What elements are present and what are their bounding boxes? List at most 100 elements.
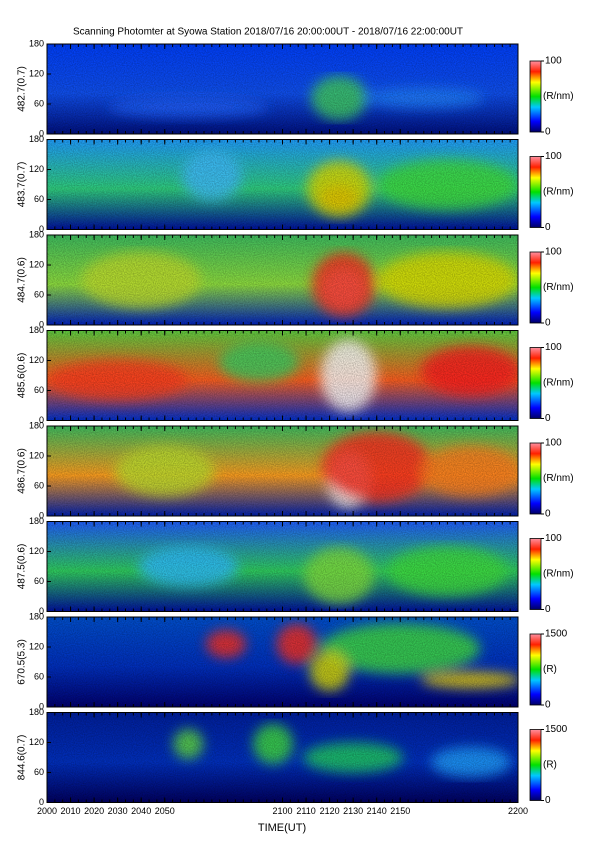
y-tick-label: 120 bbox=[29, 68, 44, 78]
colorbar-label: (R/nm) bbox=[543, 473, 574, 484]
y-tick-label: 60 bbox=[34, 671, 44, 681]
y-axis-label: 486.7(0.6) bbox=[17, 448, 28, 494]
keogram bbox=[47, 521, 518, 612]
x-tick-label: 2000 bbox=[37, 806, 57, 816]
y-tick-label: 180 bbox=[29, 38, 44, 48]
title: Scanning Photomter at Syowa Station 2018… bbox=[73, 27, 463, 38]
noise bbox=[47, 330, 518, 421]
keogram bbox=[47, 44, 518, 134]
y-axis-label: 482.7(0.7) bbox=[17, 66, 28, 112]
colorbar bbox=[529, 60, 542, 133]
y-axis-label: 485.6(0.6) bbox=[17, 353, 28, 399]
y-tick-label: 120 bbox=[29, 641, 44, 651]
y-axis-label: 487.5(0.6) bbox=[17, 544, 28, 590]
y-tick-label: 60 bbox=[34, 480, 44, 490]
y-tick-label: 180 bbox=[29, 229, 44, 239]
noise bbox=[47, 426, 518, 516]
noise bbox=[47, 521, 518, 612]
keogram bbox=[47, 235, 518, 325]
colorbar bbox=[529, 633, 542, 706]
y-tick-label: 120 bbox=[29, 355, 44, 365]
colorbar-tick-label: 0 bbox=[545, 795, 551, 806]
colorbar-tick-label: 0 bbox=[545, 604, 551, 615]
y-tick-label: 0 bbox=[39, 606, 44, 616]
colorbar-label: (R/nm) bbox=[543, 378, 574, 389]
y-tick-label: 120 bbox=[29, 164, 44, 174]
colorbar-tick-label: 0 bbox=[545, 413, 551, 424]
y-tick-label: 180 bbox=[29, 516, 44, 526]
y-axis-label: 670.5(5.3) bbox=[17, 639, 28, 685]
colorbar bbox=[529, 442, 542, 515]
y-axis-label: 483.7(0.7) bbox=[17, 162, 28, 208]
y-axis-label: 484.7(0.6) bbox=[17, 257, 28, 303]
keogram bbox=[47, 330, 518, 421]
colorbar-tick-label: 0 bbox=[545, 318, 551, 329]
keogram bbox=[47, 426, 518, 516]
y-tick-label: 60 bbox=[34, 289, 44, 299]
colorbar-tick-label: 0 bbox=[545, 222, 551, 233]
y-tick-label: 180 bbox=[29, 707, 44, 717]
colorbar-label: (R/nm) bbox=[543, 282, 574, 293]
colorbar-label: (R) bbox=[543, 760, 557, 771]
noise bbox=[47, 712, 518, 803]
y-tick-label: 60 bbox=[34, 98, 44, 108]
y-tick-label: 60 bbox=[34, 767, 44, 777]
keogram bbox=[47, 139, 518, 230]
colorbar-tick-label: 100 bbox=[545, 342, 562, 353]
noise bbox=[47, 235, 518, 325]
colorbar-tick-label: 0 bbox=[545, 127, 551, 138]
y-tick-label: 60 bbox=[34, 194, 44, 204]
x-tick-label: 2100 bbox=[272, 806, 292, 816]
y-tick-label: 0 bbox=[39, 128, 44, 138]
colorbar bbox=[529, 729, 542, 801]
colorbar-tick-label: 1500 bbox=[545, 629, 568, 640]
keogram bbox=[47, 617, 518, 707]
colorbar-label: (R/nm) bbox=[543, 187, 574, 198]
colorbar bbox=[529, 347, 542, 419]
y-tick-label: 120 bbox=[29, 546, 44, 556]
x-tick-label: 2050 bbox=[155, 806, 175, 816]
x-tick-label: 2150 bbox=[390, 806, 410, 816]
colorbar-tick-label: 1500 bbox=[545, 724, 568, 735]
colorbar-tick-label: 0 bbox=[545, 700, 551, 711]
x-tick-label: 2110 bbox=[296, 806, 315, 816]
colorbar-label: (R/nm) bbox=[543, 569, 574, 580]
x-tick-label: 2020 bbox=[84, 806, 104, 816]
x-tick-label: 2120 bbox=[320, 806, 340, 816]
colorbar-tick-label: 100 bbox=[545, 247, 562, 258]
colorbar bbox=[529, 156, 542, 228]
x-tick-label: 2040 bbox=[131, 806, 151, 816]
colorbar-label: (R/nm) bbox=[543, 91, 574, 102]
y-tick-label: 180 bbox=[29, 325, 44, 335]
y-tick-label: 180 bbox=[29, 611, 44, 621]
y-tick-label: 0 bbox=[39, 797, 44, 807]
colorbar-tick-label: 100 bbox=[545, 56, 562, 67]
y-tick-label: 180 bbox=[29, 420, 44, 430]
noise bbox=[47, 44, 518, 134]
colorbar-tick-label: 100 bbox=[545, 438, 562, 449]
colorbar-label: (R) bbox=[543, 664, 557, 675]
y-tick-label: 120 bbox=[29, 450, 44, 460]
y-tick-label: 60 bbox=[34, 385, 44, 395]
x-tick-label: 2130 bbox=[343, 806, 363, 816]
y-tick-label: 0 bbox=[39, 415, 44, 425]
y-tick-label: 60 bbox=[34, 576, 44, 586]
x-tick-label: 2010 bbox=[61, 806, 81, 816]
noise bbox=[47, 617, 518, 707]
colorbar-tick-label: 100 bbox=[545, 151, 562, 162]
y-tick-label: 0 bbox=[39, 510, 44, 520]
colorbar bbox=[529, 538, 542, 610]
keogram bbox=[47, 712, 518, 803]
colorbar bbox=[529, 251, 542, 324]
y-tick-label: 0 bbox=[39, 701, 44, 711]
x-axis-label: TIME(UT) bbox=[258, 822, 306, 834]
x-tick-label: 2030 bbox=[108, 806, 128, 816]
y-tick-label: 180 bbox=[29, 134, 44, 144]
noise bbox=[47, 139, 518, 230]
colorbar-tick-label: 100 bbox=[545, 533, 562, 544]
y-axis-label: 844.6(0.7) bbox=[17, 735, 28, 781]
y-tick-label: 0 bbox=[39, 319, 44, 329]
x-tick-label: 2200 bbox=[508, 806, 528, 816]
x-tick-label: 2140 bbox=[367, 806, 387, 816]
